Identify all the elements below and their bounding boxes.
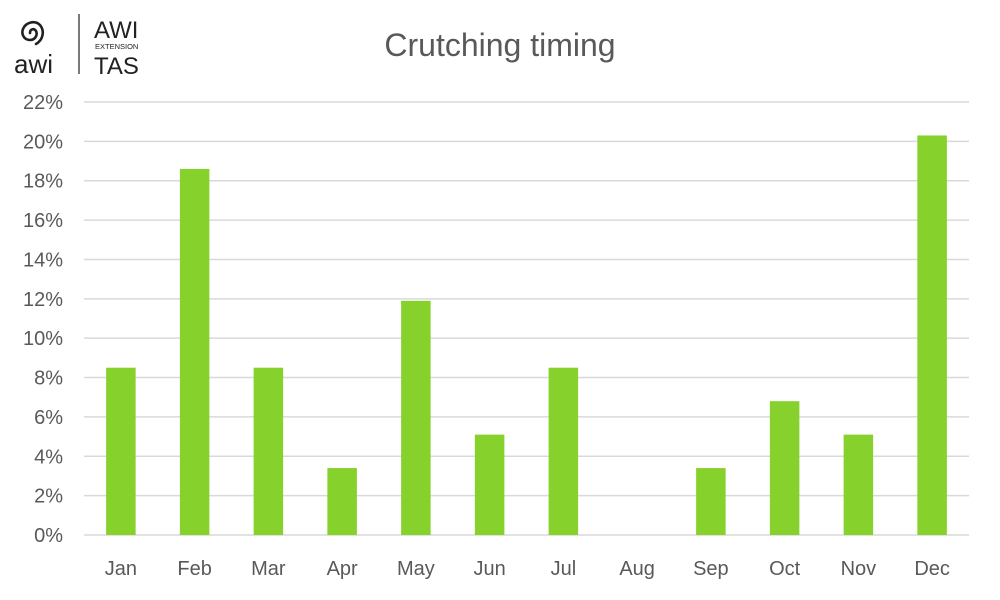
x-tick-label: Aug [619, 558, 655, 580]
y-tick-label: 10% [23, 328, 63, 350]
y-tick-label: 20% [23, 131, 63, 153]
gridlines [84, 101, 969, 536]
bar-jul [548, 367, 579, 535]
bar-jun [474, 434, 505, 535]
y-tick-label: 18% [23, 171, 63, 193]
x-tick-label: Jan [105, 558, 137, 580]
x-axis-ticks: Jan Feb Mar Apr May Jun Jul Aug Sep Oct Nov Dec [105, 558, 950, 580]
awi-logo: awi AWI EXTENSION TAS [14, 14, 139, 80]
bar-sep [696, 468, 726, 535]
logo-line1-text: AWI [94, 17, 138, 44]
bar-dec [917, 135, 947, 535]
y-tick-label: 22% [23, 92, 63, 114]
bar-feb [179, 168, 210, 535]
bar-oct [769, 401, 800, 535]
y-axis-ticks: 0% 2% 4% 6% 8% 10% 12% 14% 16% 18% 20% 22% [23, 92, 63, 547]
y-tick-label: 12% [23, 289, 63, 311]
spiral-icon [21, 20, 45, 46]
y-tick-label: 14% [23, 249, 63, 271]
y-tick-label: 2% [34, 486, 63, 508]
x-tick-label: Apr [327, 558, 358, 580]
bars [106, 135, 947, 535]
bar-apr [327, 468, 357, 535]
bar-may [401, 300, 431, 535]
x-tick-label: Sep [693, 558, 729, 580]
y-tick-label: 8% [34, 368, 63, 390]
y-tick-label: 16% [23, 210, 63, 232]
y-tick-label: 0% [34, 525, 63, 547]
bar-mar [253, 367, 284, 535]
logo-brand-text: awi [14, 49, 53, 79]
logo-line2-text: EXTENSION [95, 42, 138, 51]
x-tick-label: Oct [769, 558, 801, 580]
chart-title: Crutching timing [384, 27, 615, 63]
x-tick-label: Jul [551, 558, 577, 580]
y-tick-label: 6% [34, 407, 63, 429]
bar-nov [843, 434, 874, 535]
x-tick-label: May [397, 558, 435, 580]
x-tick-label: Nov [841, 558, 877, 580]
x-tick-label: Feb [177, 558, 211, 580]
x-tick-label: Mar [251, 558, 286, 580]
x-tick-label: Jun [474, 558, 506, 580]
logo-line3-text: TAS [94, 53, 139, 80]
y-tick-label: 4% [34, 446, 63, 468]
bar-jan [106, 367, 136, 535]
x-tick-label: Dec [914, 558, 950, 580]
